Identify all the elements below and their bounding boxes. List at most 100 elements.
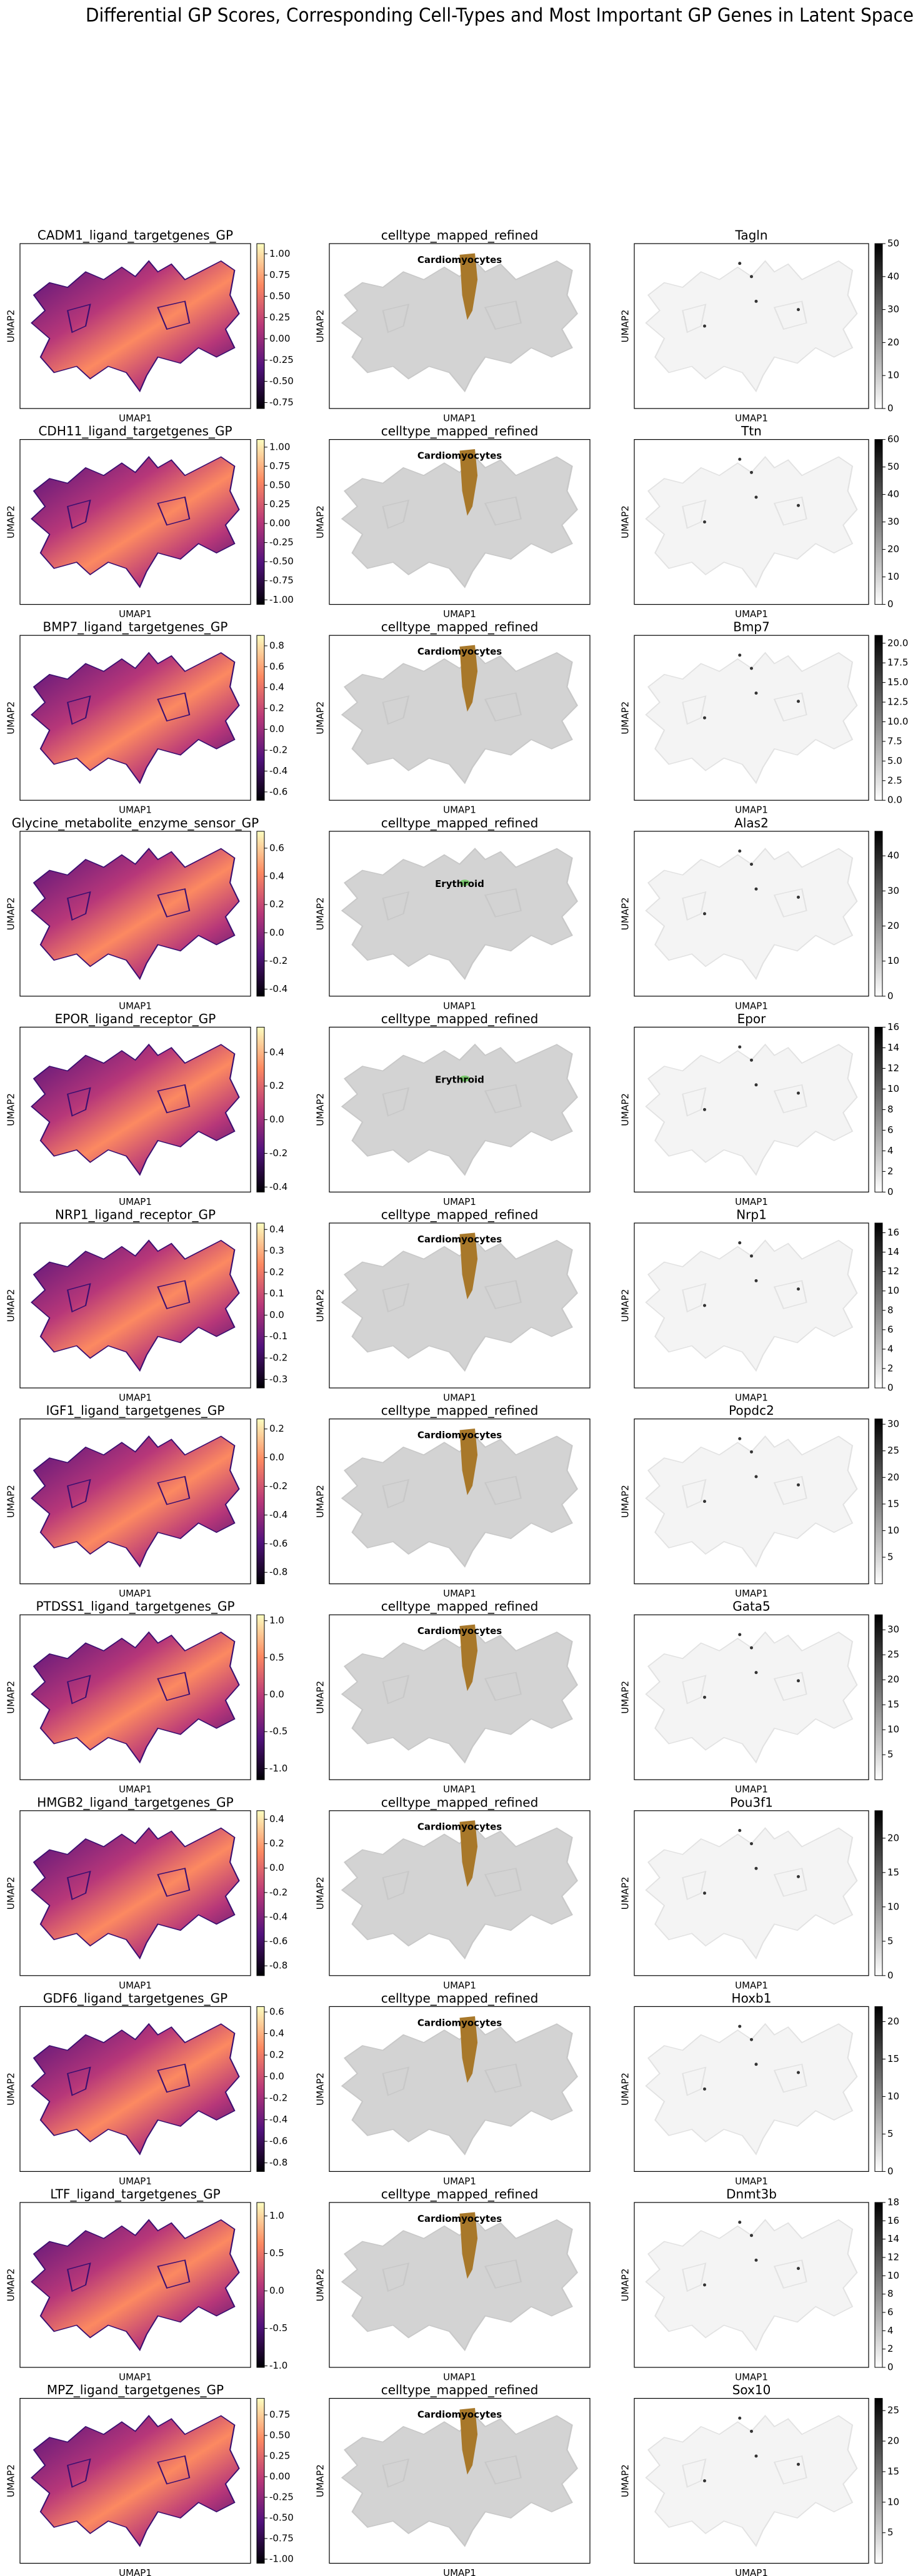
expression-spot [703,1695,706,1699]
colorbar-tick-label: 0.50 [269,479,290,490]
panel-title: Dnmt3b [726,2187,777,2202]
colorbar [874,1419,883,1585]
umap-points [342,261,577,391]
expression-spot [703,1500,706,1503]
colorbar-tick-label: 16 [887,1021,899,1033]
colorbar-tick-label: 0 [887,1186,894,1197]
expression-spot [797,895,800,899]
colorbar-tick-label: 0 [887,990,894,1001]
y-axis-label: UMAP2 [315,1093,326,1126]
colorbar-tick-label: 30 [887,304,899,315]
colorbar-tick-label: 40 [887,270,899,282]
colorbar-tick-label: -0.8 [269,1960,287,1971]
panel-title: PTDSS1_ligand_targetgenes_GP [36,1599,235,1614]
colorbar-tick-label: 0.25 [269,312,290,323]
x-axis-label: UMAP1 [119,1392,152,1404]
colorbar-tick-label: -0.4 [269,1509,287,1520]
x-axis-label: UMAP1 [735,2567,768,2576]
colorbar-tick-label: 25 [887,2405,899,2416]
umap-cloud [644,1631,859,1764]
colorbar-tick-label: 0.4 [269,1224,284,1235]
y-axis-label: UMAP2 [6,1876,17,1910]
colorbar-tick-label: 5 [887,2128,894,2139]
colorbar-tick-label: 2 [887,1362,894,1374]
cluster-label: Erythroid [435,878,484,889]
umap-cloud [342,849,577,979]
expression-spot [750,1646,753,1650]
y-axis-label: UMAP2 [6,2464,17,2497]
panel-title: HMGB2_ligand_targetgenes_GP [37,1795,233,1810]
colorbar-tick-label: 0.6 [269,661,284,672]
umap-cloud [342,2016,577,2154]
expression-spot [754,2258,758,2262]
colorbar-tick-label: 0 [887,2362,894,2373]
expression-spot [738,849,742,853]
colorbar-tick-label: 0.2 [269,1266,284,1277]
colorbar-tick-label: 14 [887,1246,899,1257]
umap-points [342,1044,577,1174]
panel-title: celltype_mapped_refined [381,1795,539,1810]
cluster-label: Erythroid [435,1074,484,1085]
colorbar-tick-label: -0.50 [269,556,294,567]
colorbar-tick-label: -0.6 [269,1538,287,1549]
colorbar-tick-label: -0.5 [269,2322,287,2334]
x-axis-label: UMAP1 [735,2176,768,2187]
colorbar-tick-label: 4 [887,1145,894,1156]
x-axis-label: UMAP1 [443,2372,476,2383]
colorbar-tick-label: 50 [887,461,899,472]
expression-spot [797,2462,800,2466]
umap-points [30,1435,241,1568]
colorbar [256,439,265,605]
umap-cloud [644,2023,859,2156]
colorbar-tick-label: 10 [887,571,899,582]
colorbar [256,2006,265,2172]
expression-spot [797,2267,800,2271]
panel-title: celltype_mapped_refined [381,1991,539,2006]
expression-spot [750,470,753,474]
panel-title: celltype_mapped_refined [381,620,539,635]
expression-spot [703,912,706,916]
colorbar-tick-label: 0.2 [269,2049,284,2061]
umap-points [30,1239,241,1372]
colorbar-tick-label: -0.2 [269,2093,287,2104]
colorbar-tick-label: 8 [887,1304,894,1315]
colorbar-tick-label: -0.2 [269,1352,287,1364]
cluster-label: Cardiomyocytes [417,2409,502,2420]
panel-title: Sox10 [732,2382,771,2397]
colorbar-tick-label: 12 [887,2252,899,2263]
panel-frame [19,2006,251,2172]
colorbar [874,831,883,997]
cluster-highlight [459,449,478,516]
colorbar-tick-label: 8 [887,2288,894,2299]
umap-points [644,1631,859,1764]
panel-frame [634,438,869,605]
colorbar-tick-label: 2 [887,2343,894,2354]
colorbar-tick-label: 0.50 [269,290,290,302]
umap-cloud [342,2408,577,2546]
y-axis-label: UMAP2 [315,897,326,930]
colorbar-tick-label: 1.0 [269,1615,284,1626]
panel-title: Alas2 [734,815,769,830]
colorbar-tick-label: 10 [887,1083,899,1094]
panel-title: celltype_mapped_refined [381,815,539,830]
colorbar-tick-label: 15 [887,2053,899,2064]
colorbar-tick-label: 4 [887,1343,894,1354]
umap-points [30,1631,241,1764]
y-axis-label: UMAP2 [6,1289,17,1322]
colorbar [874,1614,883,1780]
panel-title: celltype_mapped_refined [381,2187,539,2202]
panel-frame [634,635,869,801]
panel-frame [634,1614,869,1780]
expression-spot [738,262,742,265]
umap-points [342,1241,577,1370]
colorbar-tick-label: 12.5 [887,696,908,708]
umap-points [30,1043,241,1176]
colorbar-tick-label: 0.75 [269,460,290,472]
colorbar-tick-label: 0.8 [269,640,284,651]
umap-points [644,455,859,588]
colorbar-tick-label: 12 [887,1266,899,1277]
colorbar-tick-label: 4 [887,2325,894,2336]
colorbar [256,243,265,409]
panel-title: Hoxb1 [732,1991,772,2006]
expression-spot [750,1254,753,1258]
